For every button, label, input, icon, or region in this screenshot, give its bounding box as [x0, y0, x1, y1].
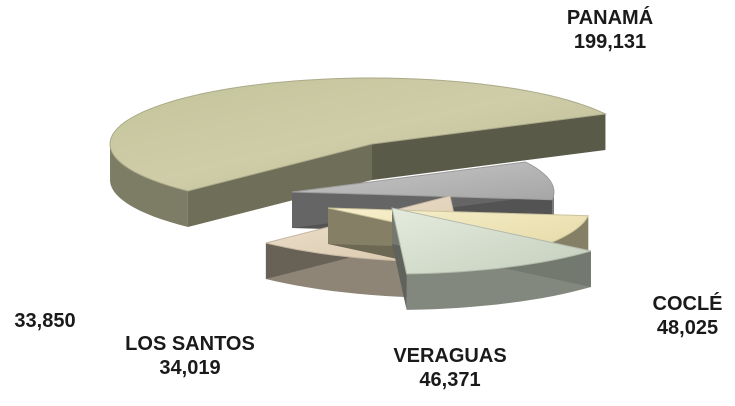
label-cocle-name: COCLÉ: [652, 293, 723, 315]
label-cocle: COCLÉ 48,025: [640, 292, 735, 340]
label-veraguas-name: VERAGUAS: [393, 345, 507, 367]
label-panama-value: 199,131: [573, 31, 647, 53]
pie-slice-panama-top: [109, 77, 608, 192]
label-panama-name: PANAMÁ: [566, 7, 654, 29]
label-los-santos: LOS SANTOS 34,019: [105, 332, 275, 380]
label-other-value: 33,850: [14, 310, 76, 332]
pie-slice-panama-side: [110, 145, 188, 227]
pie-slice-panama-cut: [187, 144, 372, 227]
pie-slice-other-top: [291, 161, 555, 201]
label-veraguas-value: 46,371: [419, 369, 481, 391]
label-other: 33,850: [0, 309, 90, 333]
label-cocle-value: 48,025: [656, 317, 719, 339]
label-los-santos-value: 34,019: [159, 357, 221, 379]
pie-slice-panama-cut: [372, 114, 606, 180]
label-veraguas: VERAGUAS 46,371: [375, 344, 525, 392]
label-los-santos-name: LOS SANTOS: [125, 333, 255, 355]
label-panama: PANAMÁ 199,131: [540, 6, 680, 54]
pie-slice-panama: [109, 77, 608, 227]
pie-slice-veraguas: [391, 207, 592, 310]
pie-slice-veraguas-top: [391, 207, 592, 275]
